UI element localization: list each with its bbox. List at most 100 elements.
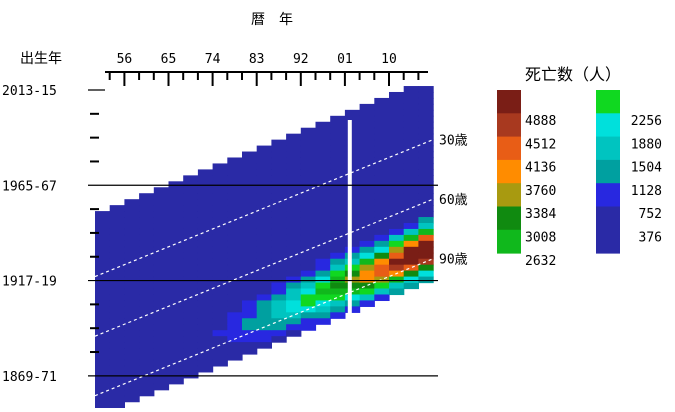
heatmap-cell [345,300,360,307]
heatmap-cell [330,229,345,236]
heatmap-cell [169,342,184,349]
heatmap-cell [257,306,272,313]
heatmap-cell [374,289,389,296]
heatmap-cell [110,402,125,408]
heatmap-cell [389,199,404,206]
legend-label: 1128 [631,184,662,199]
heatmap-cell [330,283,345,290]
heatmap-cell [242,223,257,230]
heatmap-cell [227,318,242,325]
heatmap-cell [213,181,228,188]
heatmap-cell [286,300,301,307]
age-line-label: 60歳 [439,193,468,208]
heatmap-cell [183,342,198,349]
heatmap-cell [198,193,213,200]
heatmap-cell [330,146,345,153]
heatmap-cell [404,277,419,284]
heatmap-cell [183,277,198,284]
heatmap-cell [418,86,433,93]
y-tick-label: 2013-15 [2,84,57,99]
heatmap-cell [271,140,286,147]
heatmap-cell [286,312,301,319]
heatmap-cell [110,289,125,296]
heatmap-cell [139,360,154,367]
heatmap-cell [330,199,345,206]
heatmap-cell [404,163,419,170]
heatmap-cell [169,289,184,296]
heatmap-cell [242,283,257,290]
heatmap-cell [154,211,169,218]
heatmap-cell [227,342,242,349]
heatmap-cell [169,205,184,212]
heatmap-cell [139,342,154,349]
heatmap-cell [154,277,169,284]
heatmap-cell [301,193,316,200]
heatmap-cell [271,265,286,272]
heatmap-cell [227,199,242,206]
heatmap-cell [198,187,213,194]
heatmap-cell [374,294,389,301]
heatmap-cell [183,247,198,254]
heatmap-cell [110,247,125,254]
heatmap-cell [242,259,257,266]
heatmap-cell [374,128,389,135]
heatmap-cell [198,324,213,331]
heatmap-cell [227,229,242,236]
heatmap-cell [154,259,169,266]
heatmap-cell [316,271,331,278]
heatmap-cell [257,169,272,176]
heatmap-cell [95,366,110,373]
heatmap-cell [374,217,389,224]
heatmap-cell [154,253,169,260]
heatmap-cell [213,169,228,176]
legend-swatch [497,113,521,137]
heatmap-cell [271,193,286,200]
heatmap-cell [316,152,331,159]
heatmap-cell [418,247,433,254]
heatmap-cell [301,217,316,224]
heatmap-cell [227,187,242,194]
heatmap-cell [198,330,213,337]
heatmap-cell [301,157,316,164]
heatmap-cell [286,289,301,296]
heatmap-cell [257,217,272,224]
heatmap-cell [389,247,404,254]
heatmap-cell [169,229,184,236]
heatmap-cell [110,312,125,319]
heatmap-cell [418,223,433,230]
heatmap-cell [154,205,169,212]
heatmap-cell [286,217,301,224]
heatmap-cell [169,366,184,373]
heatmap-cell [389,193,404,200]
heatmap-cell [360,104,375,111]
heatmap-cell [198,289,213,296]
heatmap-cell [330,235,345,242]
heatmap-cell [124,366,139,373]
heatmap-cell [374,122,389,129]
heatmap-cell [110,241,125,248]
legend-label: 2632 [525,254,556,269]
heatmap-cell [242,169,257,176]
heatmap-cell [95,223,110,230]
heatmap-cell [316,211,331,218]
heatmap-cell [213,294,228,301]
heatmap-cell [169,247,184,254]
heatmap-cell [183,336,198,343]
heatmap-cell [389,205,404,212]
heatmap-cell [316,253,331,260]
heatmap-cell [418,116,433,123]
heatmap-cell [345,235,360,242]
heatmap-cell [345,217,360,224]
heatmap-cell [124,277,139,284]
legend-swatch [596,230,620,254]
heatmap-cell [227,241,242,248]
heatmap-cell [242,312,257,319]
heatmap-cell [286,163,301,170]
heatmap-cell [389,277,404,284]
heatmap-cell [301,169,316,176]
heatmap-cell [242,163,257,170]
heatmap-cell [389,229,404,236]
heatmap-cell [345,110,360,117]
heatmap-cell [95,372,110,379]
heatmap-cell [95,259,110,266]
